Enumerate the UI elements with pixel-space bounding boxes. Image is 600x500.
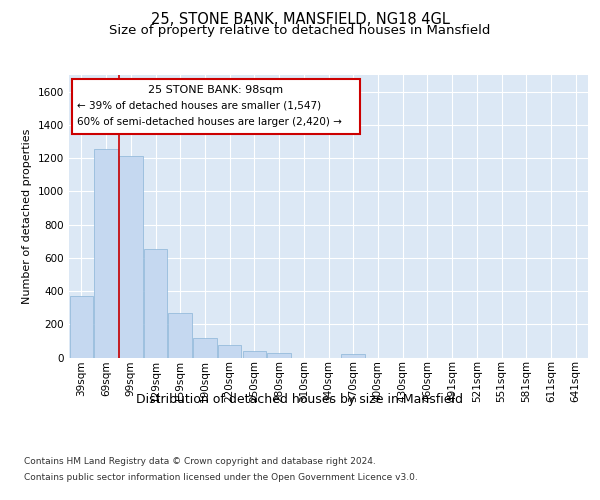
Bar bbox=[218, 345, 241, 358]
Bar bbox=[144, 248, 167, 358]
Bar bbox=[193, 338, 217, 357]
Bar bbox=[119, 156, 143, 358]
Text: 25, STONE BANK, MANSFIELD, NG18 4GL: 25, STONE BANK, MANSFIELD, NG18 4GL bbox=[151, 12, 449, 28]
Bar bbox=[268, 354, 291, 358]
Text: Size of property relative to detached houses in Mansfield: Size of property relative to detached ho… bbox=[109, 24, 491, 37]
Text: Contains public sector information licensed under the Open Government Licence v3: Contains public sector information licen… bbox=[24, 472, 418, 482]
FancyBboxPatch shape bbox=[71, 79, 359, 134]
Bar bbox=[169, 312, 192, 358]
Text: Distribution of detached houses by size in Mansfield: Distribution of detached houses by size … bbox=[137, 392, 464, 406]
Bar bbox=[70, 296, 93, 358]
Bar bbox=[341, 354, 365, 358]
Text: 60% of semi-detached houses are larger (2,420) →: 60% of semi-detached houses are larger (… bbox=[77, 118, 341, 128]
Bar bbox=[94, 149, 118, 358]
Text: Contains HM Land Registry data © Crown copyright and database right 2024.: Contains HM Land Registry data © Crown c… bbox=[24, 458, 376, 466]
Bar bbox=[242, 351, 266, 358]
Text: 25 STONE BANK: 98sqm: 25 STONE BANK: 98sqm bbox=[148, 85, 283, 95]
Y-axis label: Number of detached properties: Number of detached properties bbox=[22, 128, 32, 304]
Text: ← 39% of detached houses are smaller (1,547): ← 39% of detached houses are smaller (1,… bbox=[77, 100, 321, 110]
